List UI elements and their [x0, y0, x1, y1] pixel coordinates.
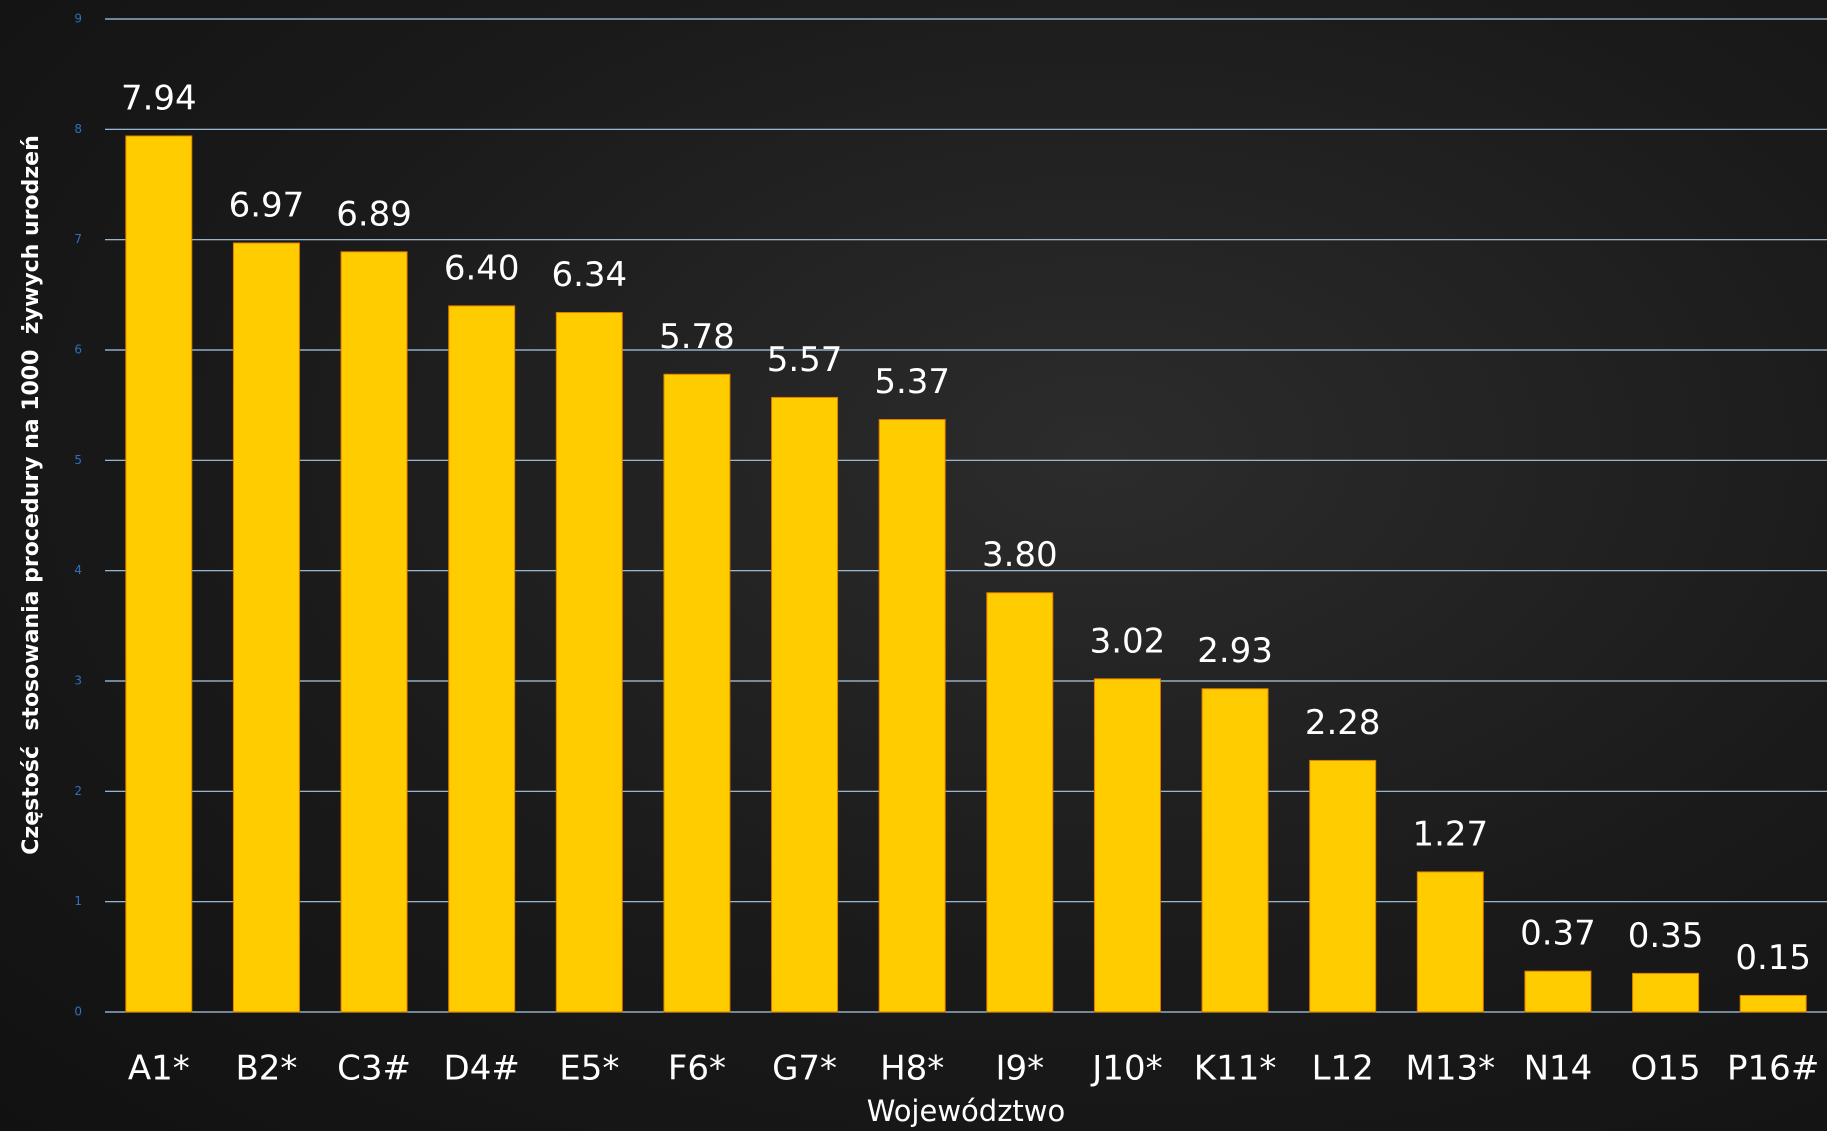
- value-label: 6.97: [229, 185, 305, 225]
- y-tick-label: 2: [74, 784, 82, 798]
- value-label: 0.35: [1628, 916, 1704, 956]
- y-tick-label: 7: [74, 232, 82, 246]
- value-label: 5.57: [767, 340, 843, 380]
- x-tick-label: E5*: [559, 1049, 619, 1089]
- y-tick-label: 4: [74, 563, 82, 577]
- bar: [1094, 679, 1160, 1012]
- value-label: 7.94: [121, 78, 197, 118]
- bar: [772, 397, 838, 1012]
- bar: [664, 374, 730, 1012]
- x-tick-label: D4#: [444, 1049, 520, 1089]
- bar: [556, 312, 622, 1012]
- y-tick-label: 3: [74, 674, 82, 688]
- value-label: 0.15: [1735, 938, 1811, 978]
- y-tick-label: 9: [74, 12, 82, 26]
- bar: [126, 136, 192, 1012]
- y-tick-label: 0: [74, 1005, 82, 1019]
- value-label: 6.40: [444, 248, 520, 288]
- value-label: 2.28: [1305, 703, 1381, 743]
- x-tick-label: G7*: [772, 1049, 837, 1089]
- y-axis-title: Częstość stosowania procedury na 1000 ży…: [19, 135, 44, 854]
- bar: [449, 306, 515, 1012]
- x-tick-label: O15: [1631, 1049, 1701, 1089]
- y-tick-label: 6: [74, 343, 82, 357]
- bar: [1633, 973, 1699, 1012]
- value-label: 0.37: [1520, 914, 1596, 954]
- chart: Województwo Częstość stosowania procedur…: [0, 0, 1827, 1131]
- bar: [1525, 971, 1591, 1012]
- x-tick-label: P16#: [1727, 1049, 1819, 1089]
- value-label: 5.37: [874, 362, 950, 402]
- bar: [341, 252, 407, 1012]
- x-tick-label: K11*: [1194, 1049, 1277, 1089]
- x-tick-label: C3#: [337, 1049, 411, 1089]
- bar: [1202, 689, 1268, 1012]
- x-tick-label: F6*: [668, 1049, 726, 1089]
- bar: [987, 593, 1053, 1012]
- x-tick-label: J10*: [1090, 1049, 1162, 1089]
- bar: [1310, 760, 1376, 1012]
- y-tick-label: 1: [74, 894, 82, 908]
- value-label: 2.93: [1197, 631, 1273, 671]
- bar: [233, 243, 299, 1012]
- x-tick-label: A1*: [128, 1049, 190, 1089]
- value-label: 6.89: [336, 194, 412, 234]
- x-tick-label: B2*: [235, 1049, 297, 1089]
- x-tick-label: L12: [1312, 1049, 1374, 1089]
- x-tick-label: N14: [1524, 1049, 1593, 1089]
- y-tick-label: 5: [74, 453, 82, 467]
- x-tick-label: I9*: [995, 1049, 1044, 1089]
- value-label: 3.02: [1090, 621, 1166, 661]
- value-label: 3.80: [982, 535, 1058, 575]
- bar: [1740, 995, 1806, 1012]
- page: Województwo Częstość stosowania procedur…: [0, 0, 1827, 1131]
- bar: [879, 420, 945, 1012]
- value-label: 6.34: [551, 255, 627, 295]
- x-tick-label: H8*: [880, 1049, 944, 1089]
- x-axis-title: Województwo: [867, 1094, 1066, 1128]
- x-tick-label: M13*: [1406, 1049, 1496, 1089]
- value-label: 1.27: [1412, 814, 1488, 854]
- y-tick-label: 8: [74, 122, 82, 136]
- value-label: 5.78: [659, 317, 735, 357]
- bar: [1417, 872, 1483, 1012]
